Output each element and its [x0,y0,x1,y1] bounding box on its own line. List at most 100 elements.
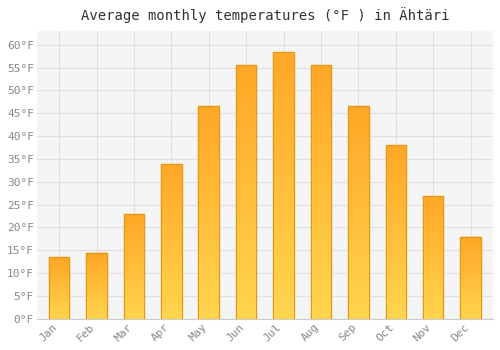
Bar [198,285,219,287]
Bar [198,151,219,153]
Bar [310,108,332,111]
Bar [460,298,481,299]
Bar [161,187,182,188]
Bar [161,218,182,219]
Bar [348,223,368,225]
Bar [161,283,182,285]
Bar [460,275,481,276]
Bar [423,197,444,198]
Bar [161,204,182,205]
Bar [310,98,332,101]
Bar [348,181,368,183]
Bar [161,252,182,254]
Bar [49,307,70,308]
Bar [348,243,368,245]
Bar [86,283,107,284]
Bar [198,266,219,268]
Bar [124,263,144,264]
Bar [386,227,406,229]
Bar [386,232,406,234]
Bar [423,219,444,220]
Bar [198,230,219,232]
Bar [423,211,444,213]
Bar [161,307,182,308]
Bar [86,294,107,295]
Bar [348,293,368,295]
Bar [198,108,219,111]
Bar [348,147,368,149]
Bar [423,226,444,228]
Bar [236,167,256,169]
Bar [124,229,144,230]
Bar [310,268,332,271]
Bar [124,254,144,255]
Bar [460,313,481,314]
Bar [348,187,368,189]
Bar [49,302,70,303]
Bar [423,231,444,232]
Bar [161,209,182,210]
Bar [86,297,107,298]
Bar [274,300,294,303]
Bar [423,287,444,288]
Bar [161,238,182,240]
Bar [274,142,294,145]
Bar [236,223,256,225]
Bar [198,302,219,304]
Bar [310,306,332,309]
Bar [49,298,70,299]
Bar [274,198,294,201]
Bar [310,149,332,152]
Bar [460,297,481,298]
Bar [310,200,332,202]
Bar [460,283,481,284]
Bar [348,106,368,319]
Bar [386,197,406,199]
Bar [124,270,144,271]
Bar [348,196,368,198]
Bar [386,305,406,307]
Bar [460,253,481,254]
Bar [86,315,107,316]
Bar [386,168,406,169]
Bar [386,239,406,241]
Bar [310,296,332,299]
Bar [86,287,107,288]
Bar [86,289,107,290]
Bar [236,205,256,207]
Bar [460,268,481,269]
Bar [161,195,182,196]
Bar [161,233,182,235]
Bar [49,311,70,312]
Bar [348,261,368,264]
Bar [460,238,481,239]
Bar [124,223,144,224]
Bar [198,223,219,225]
Bar [86,269,107,270]
Bar [386,307,406,308]
Bar [274,215,294,217]
Bar [274,247,294,250]
Bar [198,249,219,251]
Bar [423,240,444,241]
Bar [274,287,294,289]
Bar [310,225,332,228]
Bar [274,70,294,73]
Bar [423,199,444,201]
Bar [198,138,219,140]
Bar [86,263,107,264]
Bar [161,173,182,174]
Bar [460,301,481,302]
Bar [310,205,332,207]
Bar [86,307,107,308]
Bar [348,247,368,249]
Bar [274,185,294,188]
Bar [49,268,70,269]
Bar [236,245,256,248]
Bar [86,279,107,280]
Bar [274,250,294,252]
Bar [86,305,107,306]
Bar [460,263,481,264]
Bar [49,282,70,283]
Bar [198,168,219,170]
